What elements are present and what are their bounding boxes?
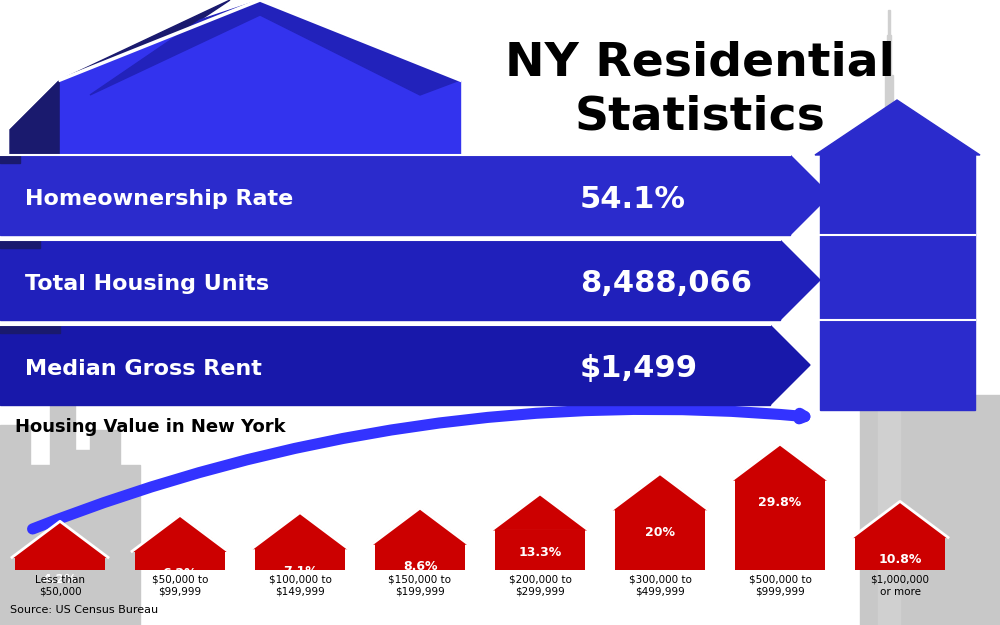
Bar <box>940 345 965 625</box>
Text: 13.3%: 13.3% <box>518 546 562 559</box>
Text: 4.2%: 4.2% <box>43 573 77 586</box>
Bar <box>15 558 105 570</box>
Bar <box>495 530 585 570</box>
Polygon shape <box>815 100 980 155</box>
Polygon shape <box>60 80 460 220</box>
Bar <box>887 35 891 75</box>
Text: $1,000,000
or more: $1,000,000 or more <box>870 575 930 597</box>
Bar <box>855 538 945 570</box>
Polygon shape <box>10 0 230 130</box>
Text: 7.1%: 7.1% <box>283 564 317 578</box>
Text: Source: US Census Bureau: Source: US Census Bureau <box>10 605 158 615</box>
Text: 8,488,066: 8,488,066 <box>580 269 752 299</box>
Bar <box>890 305 910 625</box>
Bar <box>375 544 465 570</box>
Bar <box>135 551 225 570</box>
Bar <box>888 10 890 35</box>
Bar <box>255 549 345 570</box>
Bar <box>965 395 1000 625</box>
Polygon shape <box>60 0 460 80</box>
Polygon shape <box>132 515 228 551</box>
Text: Less than
$50,000: Less than $50,000 <box>35 575 85 597</box>
Polygon shape <box>492 494 588 530</box>
Polygon shape <box>120 65 180 100</box>
Text: $1,499: $1,499 <box>580 354 698 384</box>
Bar <box>0 155 790 235</box>
Text: 54.1%: 54.1% <box>580 184 686 214</box>
Text: 29.8%: 29.8% <box>758 496 802 509</box>
Bar <box>0 155 20 163</box>
Text: Total Housing Units: Total Housing Units <box>25 274 269 294</box>
Bar <box>50 405 75 625</box>
Text: Housing Value in New York: Housing Value in New York <box>15 418 286 436</box>
Text: Homeownership Rate: Homeownership Rate <box>25 189 293 209</box>
Text: 20%: 20% <box>645 526 675 539</box>
Bar <box>0 425 30 625</box>
Bar <box>90 430 120 625</box>
Polygon shape <box>12 521 108 558</box>
Bar <box>0 240 780 320</box>
Bar <box>860 205 890 625</box>
Bar <box>878 135 900 625</box>
Bar <box>0 325 60 333</box>
Polygon shape <box>790 155 830 235</box>
Text: 10.8%: 10.8% <box>878 553 922 566</box>
Polygon shape <box>10 80 60 220</box>
Bar <box>120 465 140 625</box>
Polygon shape <box>372 508 468 544</box>
Polygon shape <box>732 444 828 480</box>
Bar <box>0 325 770 405</box>
Polygon shape <box>820 155 975 410</box>
Text: $150,000 to
$199,999: $150,000 to $199,999 <box>388 575 452 597</box>
Bar <box>30 465 50 625</box>
Bar <box>615 509 705 570</box>
Text: $50,000 to
$99,999: $50,000 to $99,999 <box>152 575 208 597</box>
Bar <box>735 480 825 570</box>
Bar <box>885 75 893 135</box>
Polygon shape <box>770 325 810 405</box>
Text: $300,000 to
$499,999: $300,000 to $499,999 <box>629 575 691 597</box>
Bar <box>0 240 40 248</box>
Polygon shape <box>130 100 170 175</box>
Bar <box>910 255 940 625</box>
Text: Median Gross Rent: Median Gross Rent <box>25 359 262 379</box>
Polygon shape <box>612 474 708 509</box>
Text: NY Residential: NY Residential <box>505 40 895 85</box>
Bar <box>75 450 90 625</box>
Text: Statistics: Statistics <box>575 95 825 140</box>
Polygon shape <box>780 240 820 320</box>
Polygon shape <box>90 0 460 95</box>
Text: 8.6%: 8.6% <box>403 560 437 573</box>
Text: $200,000 to
$299,999: $200,000 to $299,999 <box>509 575 571 597</box>
Text: 6.2%: 6.2% <box>163 568 197 580</box>
Polygon shape <box>252 512 348 549</box>
Text: $500,000 to
$999,999: $500,000 to $999,999 <box>749 575 811 597</box>
Polygon shape <box>852 501 948 538</box>
Text: $100,000 to
$149,999: $100,000 to $149,999 <box>269 575 331 597</box>
